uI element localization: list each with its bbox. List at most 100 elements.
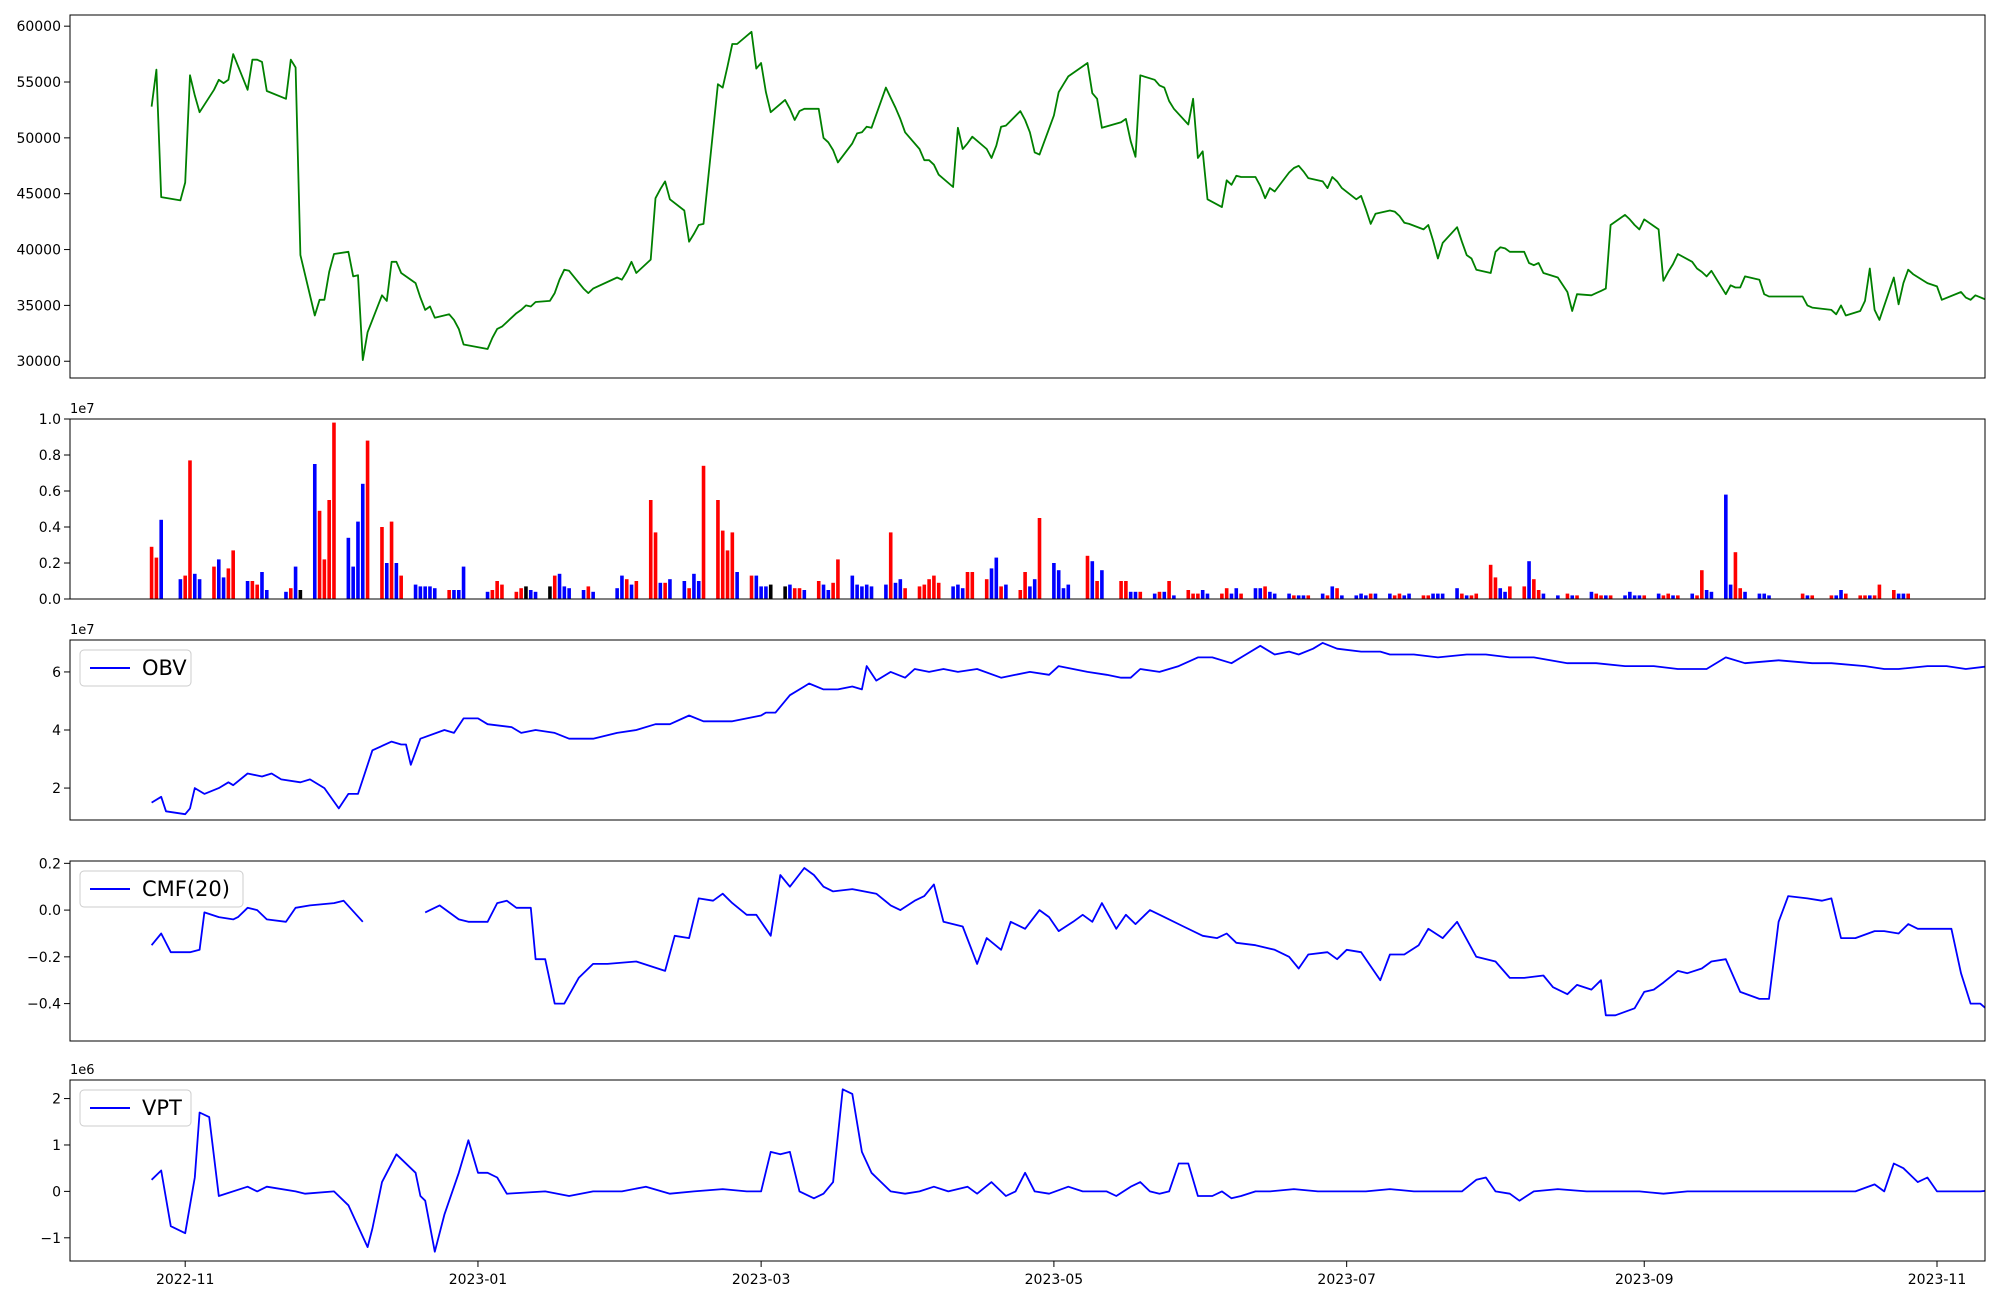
- volume-bar: [821, 584, 826, 599]
- volume-bar: [1340, 595, 1344, 599]
- volume-bar: [884, 584, 888, 599]
- price-plot-area: [150, 30, 1985, 361]
- volume-bar: [519, 588, 523, 599]
- volume-bar: [1666, 593, 1671, 599]
- x-tick-label: 2022-11: [156, 1272, 215, 1288]
- cmf-series-line: [424, 867, 1985, 1017]
- volume-bar: [716, 500, 720, 599]
- volume-bar: [1541, 593, 1546, 599]
- volume-bar: [1608, 595, 1613, 599]
- price-ytick-label: 35000: [16, 298, 61, 314]
- vpt-ytick-label: 0: [52, 1184, 61, 1200]
- volume-bar: [1388, 593, 1392, 599]
- volume-bar: [380, 527, 384, 599]
- volume-bar: [1431, 593, 1435, 599]
- volume-bar: [1436, 593, 1440, 599]
- volume-bar: [1052, 563, 1056, 599]
- volume-bar: [1205, 593, 1210, 599]
- volume-bar: [1364, 595, 1368, 599]
- volume-bar: [615, 588, 619, 599]
- volume-bar: [264, 590, 269, 599]
- volume-bar: [1004, 584, 1008, 599]
- volume-bar: [1469, 595, 1474, 599]
- volume-bar: [1508, 586, 1512, 599]
- volume-bar: [154, 557, 159, 599]
- volume-bar: [836, 559, 840, 599]
- volume-bar: [1858, 595, 1863, 599]
- volume-bar: [1268, 591, 1272, 599]
- vpt-legend: VPT: [79, 1089, 192, 1127]
- volume-bar: [1834, 595, 1839, 599]
- volume-bar: [384, 563, 389, 599]
- volume-bar: [394, 563, 399, 599]
- volume-bar: [1464, 595, 1469, 599]
- volume-bar: [485, 591, 490, 599]
- volume-bar: [888, 532, 893, 599]
- vpt-legend-box: [79, 1089, 192, 1127]
- volume-bar: [1061, 588, 1066, 599]
- vpt-plot-area: [150, 1088, 1985, 1253]
- volume-bar: [754, 575, 759, 599]
- vpt-frame: [69, 1079, 1986, 1262]
- volume-bar: [332, 422, 336, 599]
- volume-bar: [1325, 595, 1330, 599]
- volume-multiplier-label: 1e7: [70, 402, 95, 417]
- volume-bar: [322, 559, 327, 599]
- volume-bar: [159, 519, 163, 599]
- volume-bar: [1733, 552, 1738, 599]
- panel-vpt: −1 0 1 2 1e6 VPT: [40, 1063, 1986, 1262]
- volume-bar: [1330, 586, 1335, 599]
- volume-bar: [461, 566, 466, 599]
- volume-bar: [524, 586, 528, 599]
- volume-ytick-label: 0.6: [39, 484, 61, 500]
- price-ytick-label: 30000: [16, 354, 61, 370]
- volume-ytick-label: 0.8: [39, 448, 61, 464]
- volume-bar: [1498, 588, 1503, 599]
- volume-bar: [1402, 595, 1407, 599]
- volume-bar: [965, 572, 970, 599]
- volume-bar: [1296, 595, 1301, 599]
- volume-bar: [514, 591, 519, 599]
- cmf-frame: [69, 860, 1986, 1042]
- volume-bar: [1805, 595, 1810, 599]
- volume-bar: [629, 584, 634, 599]
- volume-bar: [1628, 591, 1632, 599]
- volume-bar: [288, 588, 293, 599]
- volume-bar: [1253, 588, 1258, 599]
- obv-legend: OBV: [79, 649, 192, 687]
- x-tick-label: 2023-11: [1908, 1272, 1967, 1288]
- volume-bar: [970, 572, 975, 599]
- cmf-ytick-label: 0.2: [39, 856, 61, 872]
- price-ytick-label: 55000: [16, 75, 61, 91]
- volume-bar: [1757, 593, 1762, 599]
- volume-bar: [1392, 595, 1397, 599]
- volume-bar: [1023, 572, 1027, 599]
- volume-bar: [365, 440, 370, 599]
- volume-ytick-label: 0.4: [39, 520, 61, 536]
- volume-bar: [1565, 593, 1570, 599]
- volume-bar: [1306, 595, 1311, 599]
- volume-bar: [533, 591, 538, 599]
- volume-bar: [260, 572, 264, 599]
- volume-bar: [1661, 595, 1666, 599]
- volume-bar: [999, 586, 1003, 599]
- volume-bar: [1172, 595, 1176, 599]
- obv-series-line: [151, 642, 1985, 816]
- volume-bar: [1287, 593, 1291, 599]
- volume-bar: [1032, 579, 1037, 599]
- volume-bar: [730, 532, 735, 599]
- volume-bar: [413, 584, 418, 599]
- x-tick-label: 2023-03: [732, 1272, 791, 1288]
- volume-bar: [1100, 570, 1104, 599]
- volume-ytick-label: 1.0: [39, 412, 61, 428]
- volume-bar: [989, 568, 994, 599]
- volume-bar: [1493, 577, 1498, 599]
- volume-bar: [1527, 561, 1531, 599]
- volume-bar: [1320, 593, 1325, 599]
- volume-bar: [317, 510, 322, 599]
- volume-bar: [216, 559, 221, 599]
- volume-bar: [500, 584, 504, 599]
- volume-bar: [557, 573, 562, 599]
- volume-bar: [1738, 588, 1743, 599]
- volume-bar: [898, 579, 903, 599]
